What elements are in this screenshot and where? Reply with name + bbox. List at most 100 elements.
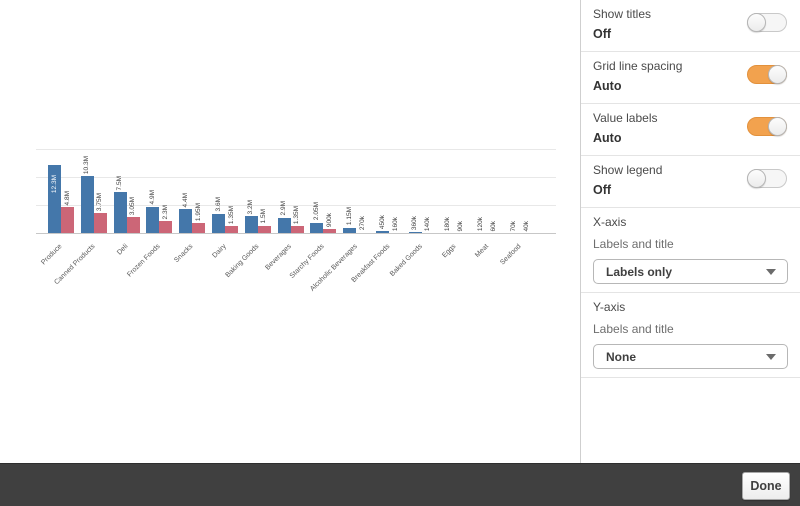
bar-primary[interactable] [80, 176, 94, 234]
value-label: 7.5M [116, 175, 124, 190]
chevron-down-icon [766, 354, 776, 360]
setting-label: Grid line spacing [593, 59, 683, 73]
bar-secondary[interactable] [93, 213, 107, 234]
value-label: 60k [489, 220, 497, 231]
setting-value: Auto [593, 79, 622, 93]
gridline [36, 177, 556, 178]
category-label: Produce [40, 243, 64, 267]
y-axis-sublabel: Labels and title [593, 322, 674, 336]
gridline [36, 149, 556, 150]
setting-show-legend: Show legend Off [581, 156, 800, 208]
x-axis-title: X-axis [593, 215, 627, 229]
setting-label: Show titles [593, 7, 652, 21]
show-legend-toggle[interactable] [747, 169, 787, 188]
value-label: 4.4M [181, 192, 189, 208]
x-axis-line [36, 233, 556, 234]
y-axis-dropdown[interactable]: None [593, 344, 788, 369]
value-label: 10.3M [83, 156, 91, 175]
x-axis-sublabel: Labels and title [593, 237, 674, 251]
category-label: Baked Goods [389, 243, 425, 278]
done-button[interactable]: Done [742, 472, 790, 500]
bar-secondary[interactable] [159, 221, 173, 234]
workspace: 12.3M 4.8M 10.3M 3.75M 7.5M 3.05M 4.9M 2.3M 4.4M… [36, 0, 800, 464]
value-label: 180k [444, 216, 452, 231]
setting-label: Value labels [593, 111, 658, 125]
value-label: 1.5M [260, 209, 268, 224]
category-label: Baking Goods [224, 243, 261, 280]
y-axis-section: Y-axis Labels and title None [581, 293, 800, 378]
value-label: 2.3M [161, 204, 169, 220]
category-label: Starchy Foods [289, 243, 326, 280]
value-label: 3.2M [247, 199, 255, 215]
value-label: 120k [476, 216, 484, 231]
bar-primary[interactable] [408, 231, 422, 234]
bar-primary[interactable] [376, 231, 389, 234]
category-label: Eggs [440, 243, 458, 260]
value-label: 4.8M [63, 190, 71, 206]
category-label: Seafood [499, 243, 523, 267]
bar-secondary[interactable] [61, 207, 74, 234]
value-label: 1.35M [227, 206, 235, 225]
y-axis-dropdown-value: None [606, 349, 636, 364]
category-label: Dairy [210, 243, 228, 260]
bar-secondary[interactable] [225, 226, 238, 234]
bar-primary[interactable] [310, 222, 324, 234]
x-axis-labels: Produce Canned Products Deli Frozen Foods Sn… [36, 234, 556, 293]
category-label: Frozen Foods [126, 243, 162, 279]
value-label: 3.05M [129, 196, 137, 215]
toggle-knob-icon [768, 117, 787, 136]
grid-line-spacing-toggle[interactable] [747, 65, 787, 84]
bar-secondary[interactable] [290, 226, 304, 234]
setting-value: Off [593, 183, 612, 197]
bar-primary[interactable] [244, 216, 258, 234]
bar-chart-plot: 12.3M 4.8M 10.3M 3.75M 7.5M 3.05M 4.9M 2.3M 4.4M… [36, 130, 556, 293]
value-label: 4.9M [148, 190, 156, 205]
chart-canvas: 12.3M 4.8M 10.3M 3.75M 7.5M 3.05M 4.9M 2.3M 4.4M… [36, 0, 581, 464]
setting-show-titles: Show titles Off [581, 0, 800, 52]
bar-secondary[interactable] [257, 225, 271, 234]
bar-primary[interactable] [113, 192, 127, 234]
category-label: Beverages [264, 243, 294, 272]
setting-value: Off [593, 27, 612, 41]
bar-primary[interactable] [277, 217, 291, 234]
bar-primary[interactable] [343, 227, 357, 234]
value-label: 160k [391, 216, 399, 231]
toggle-knob-icon [768, 65, 787, 84]
bar-primary[interactable] [212, 213, 225, 234]
bar-secondary[interactable] [323, 228, 337, 234]
value-label: 90k [457, 220, 465, 231]
toggle-knob-icon [747, 13, 766, 32]
bar-primary[interactable] [179, 209, 193, 234]
value-label: 12.3M [50, 175, 58, 194]
chevron-down-icon [766, 269, 776, 275]
category-label: Snacks [173, 243, 195, 265]
value-label: 1.15M [345, 207, 353, 226]
value-label: 2.05M [312, 202, 320, 221]
value-label: 270k [358, 216, 366, 231]
toggle-knob-icon [747, 169, 766, 188]
bar-primary[interactable] [146, 206, 160, 234]
value-label: 40k [522, 220, 530, 231]
x-axis-dropdown[interactable]: Labels only [593, 259, 788, 284]
setting-value-labels: Value labels Auto [581, 104, 800, 156]
setting-label: Show legend [593, 163, 663, 177]
y-axis-title: Y-axis [593, 300, 626, 314]
bar-primary[interactable] [48, 165, 61, 234]
value-label: 70k [509, 220, 517, 231]
setting-grid-line-spacing: Grid line spacing Auto [581, 52, 800, 104]
value-label: 1.95M [194, 203, 202, 222]
properties-panel: Show titles Off Grid line spacing Auto V… [581, 0, 800, 464]
category-label: Meat [473, 243, 490, 259]
bar-secondary[interactable] [126, 216, 140, 234]
gridline [36, 205, 556, 206]
setting-value: Auto [593, 131, 622, 145]
value-labels-toggle[interactable] [747, 117, 787, 136]
value-label: 3.6M [214, 197, 222, 212]
value-label: 140k [424, 216, 432, 231]
x-axis-section: X-axis Labels and title Labels only [581, 208, 800, 293]
bar-secondary[interactable] [192, 223, 206, 234]
value-label: 1.35M [293, 206, 301, 225]
value-label: 450k [378, 215, 386, 230]
value-label: 900k [325, 212, 333, 227]
show-titles-toggle[interactable] [747, 13, 787, 32]
